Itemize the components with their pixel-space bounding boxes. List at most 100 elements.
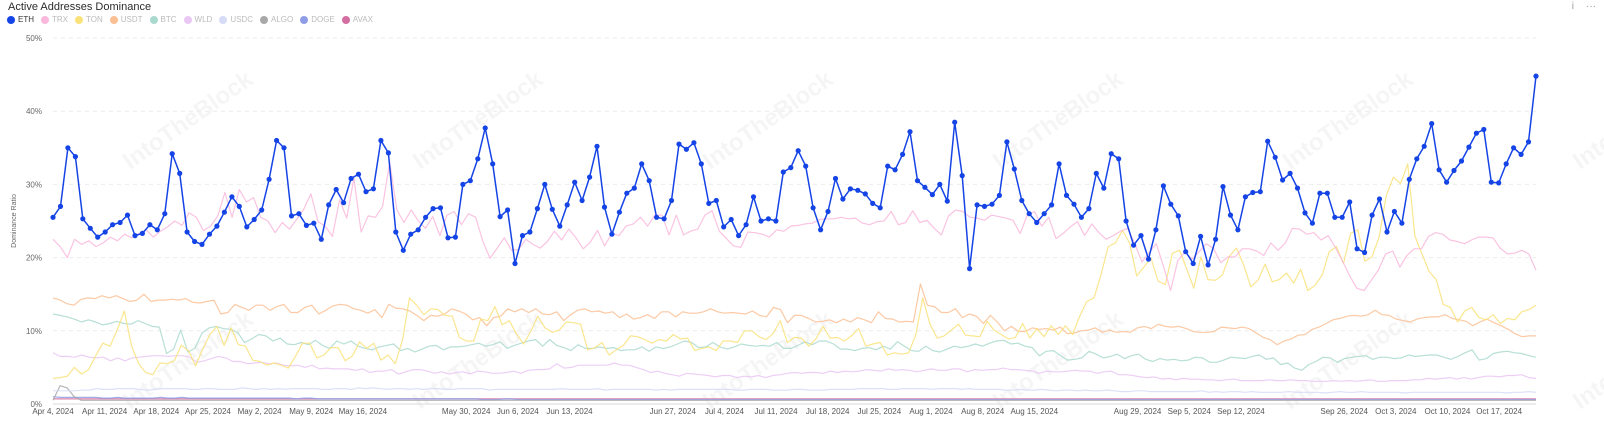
- data-point: [1317, 190, 1323, 196]
- data-point: [1466, 144, 1472, 150]
- data-point: [1190, 260, 1196, 267]
- legend-item-wld[interactable]: WLD: [183, 15, 212, 24]
- data-point: [1399, 220, 1405, 226]
- x-tick-label: Oct 3, 2024: [1375, 407, 1417, 416]
- legend-item-ton[interactable]: TON: [75, 15, 103, 24]
- watermark: IntoTheBlock: [698, 65, 839, 175]
- data-point: [110, 222, 116, 228]
- legend-swatch: [7, 15, 15, 24]
- x-tick-label: Jun 6, 2024: [497, 407, 539, 416]
- x-tick-label: Apr 4, 2024: [32, 407, 74, 416]
- data-point: [989, 201, 995, 207]
- data-point: [370, 186, 376, 192]
- info-icon[interactable]: i: [1571, 1, 1574, 12]
- legend-item-btc[interactable]: BTC: [149, 15, 177, 24]
- data-point: [363, 189, 369, 195]
- legend-item-algo[interactable]: ALGO: [259, 15, 293, 24]
- x-tick-label: Jul 25, 2024: [858, 407, 902, 416]
- data-point: [57, 203, 64, 209]
- data-point: [877, 205, 883, 211]
- chart-legend: ETH TRX TON USDT BTC WLD USDC ALGO DOGE AVAX: [7, 15, 373, 24]
- data-point: [490, 161, 496, 167]
- data-point: [1347, 199, 1353, 205]
- data-point: [624, 190, 630, 196]
- x-tick-label: May 9, 2024: [289, 407, 334, 416]
- data-point: [698, 161, 704, 167]
- series-wld: [52, 352, 1537, 382]
- data-point: [1503, 161, 1509, 167]
- data-point: [1525, 139, 1532, 145]
- x-tick-label: Oct 10, 2024: [1425, 407, 1471, 416]
- data-point: [922, 184, 928, 190]
- data-point: [206, 231, 213, 237]
- data-point: [952, 119, 958, 125]
- series-trx: [52, 161, 1537, 292]
- data-point: [1406, 176, 1412, 182]
- watermark-group: IntoTheBlock IntoTheBlock IntoTheBlock Into…: [118, 65, 1604, 415]
- series-line: [52, 163, 1537, 379]
- data-point: [1131, 242, 1137, 248]
- data-point: [937, 181, 943, 187]
- data-point: [1198, 233, 1204, 239]
- data-point: [460, 181, 466, 187]
- data-point: [572, 179, 578, 185]
- more-options-icon[interactable]: ···: [1586, 1, 1596, 12]
- x-tick-label: Jun 13, 2024: [546, 407, 593, 416]
- series-usdt: [52, 283, 1536, 346]
- data-point: [728, 216, 734, 223]
- data-point: [758, 218, 764, 224]
- legend-swatch: [183, 15, 192, 24]
- data-point: [594, 143, 600, 149]
- data-point: [1265, 138, 1271, 144]
- data-point: [527, 229, 533, 235]
- data-point: [1034, 219, 1040, 226]
- data-point: [274, 137, 280, 144]
- data-point: [147, 222, 153, 228]
- data-point: [341, 200, 347, 206]
- data-point: [1511, 145, 1517, 151]
- legend-item-doge[interactable]: DOGE: [300, 15, 335, 24]
- data-point: [907, 129, 913, 135]
- x-tick-label: Apr 18, 2024: [133, 407, 179, 416]
- data-point: [1026, 211, 1032, 217]
- legend-item-trx[interactable]: TRX: [41, 15, 68, 24]
- y-tick-label: 50%: [26, 34, 42, 43]
- data-point: [1362, 249, 1368, 256]
- data-point: [452, 234, 458, 240]
- data-point: [1049, 202, 1055, 208]
- data-point: [445, 235, 451, 241]
- series-eth: [50, 73, 1539, 272]
- data-point: [929, 192, 936, 198]
- data-point: [1414, 156, 1420, 162]
- data-point: [810, 205, 816, 211]
- legend-item-avax[interactable]: AVAX: [341, 15, 373, 24]
- data-point: [423, 214, 429, 220]
- data-point: [1227, 212, 1234, 218]
- chart-title: Active Addresses Dominance: [8, 1, 152, 13]
- data-point: [303, 222, 309, 228]
- data-point: [803, 163, 809, 169]
- legend-swatch: [149, 15, 158, 24]
- data-point: [847, 186, 854, 192]
- data-point: [1056, 161, 1062, 167]
- data-point: [169, 151, 175, 157]
- legend-item-eth[interactable]: ETH: [7, 15, 34, 24]
- data-point: [1354, 246, 1360, 252]
- data-point: [408, 231, 414, 237]
- data-point: [542, 181, 548, 187]
- data-point: [348, 175, 354, 182]
- legend-item-usdc[interactable]: USDC: [219, 15, 253, 24]
- data-point: [430, 206, 436, 212]
- data-point: [765, 216, 772, 222]
- data-point: [646, 178, 652, 184]
- data-point: [743, 222, 749, 228]
- data-point: [1332, 214, 1338, 220]
- data-point: [1078, 214, 1084, 220]
- data-point: [1376, 196, 1383, 202]
- data-point: [1183, 249, 1189, 255]
- data-point: [676, 141, 682, 147]
- watermark: IntoTheBlock: [1568, 305, 1604, 415]
- data-point: [1444, 179, 1450, 185]
- legend-item-usdt[interactable]: USDT: [109, 15, 143, 24]
- data-point: [1481, 126, 1487, 133]
